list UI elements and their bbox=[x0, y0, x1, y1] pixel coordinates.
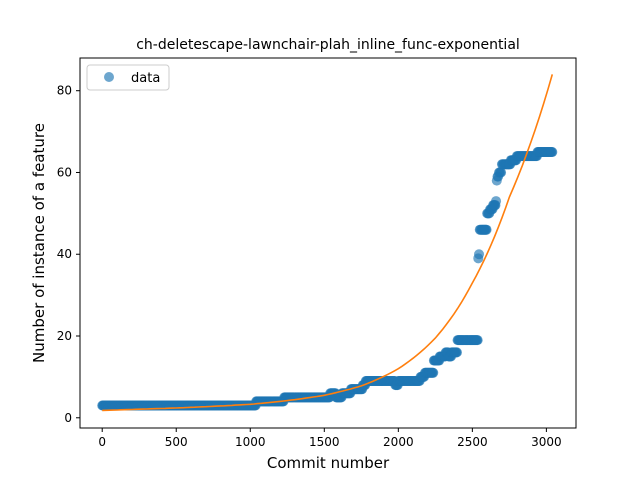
x-tick-label: 500 bbox=[165, 435, 188, 449]
data-point bbox=[472, 335, 483, 346]
x-tick-label: 3000 bbox=[531, 435, 562, 449]
y-tick-label: 80 bbox=[57, 84, 72, 98]
legend: data bbox=[86, 64, 170, 91]
y-axis-ticks: 0 20 40 60 80 bbox=[57, 84, 80, 425]
x-tick-label: 2000 bbox=[383, 435, 414, 449]
data-point bbox=[481, 224, 492, 235]
x-tick-label: 2500 bbox=[457, 435, 488, 449]
fit-line bbox=[102, 74, 554, 412]
data-point bbox=[451, 347, 462, 358]
data-point bbox=[496, 167, 507, 178]
x-tick-label: 1500 bbox=[309, 435, 340, 449]
legend-label-data: data bbox=[131, 71, 160, 86]
x-tick-label: 1000 bbox=[235, 435, 266, 449]
data-point bbox=[491, 196, 502, 207]
x-axis-ticks: 0 500 1000 1500 2000 2500 3000 bbox=[98, 428, 562, 449]
y-axis-label: Number of instance of a feature bbox=[30, 123, 48, 363]
data-point bbox=[428, 367, 439, 378]
y-tick-label: 0 bbox=[64, 411, 72, 425]
legend-box bbox=[86, 64, 170, 91]
x-axis-label: Commit number bbox=[267, 454, 390, 472]
y-tick-label: 60 bbox=[57, 165, 72, 179]
plot-area bbox=[97, 74, 558, 412]
data-point bbox=[547, 147, 558, 158]
y-tick-label: 20 bbox=[57, 329, 72, 343]
x-tick-label: 0 bbox=[98, 435, 106, 449]
legend-marker-data bbox=[104, 72, 114, 82]
y-tick-label: 40 bbox=[57, 247, 72, 261]
data-point bbox=[474, 249, 485, 260]
plot-frame bbox=[79, 57, 577, 429]
chart-title: ch-deletescape-lawnchair-plah_inline_fun… bbox=[136, 37, 520, 53]
